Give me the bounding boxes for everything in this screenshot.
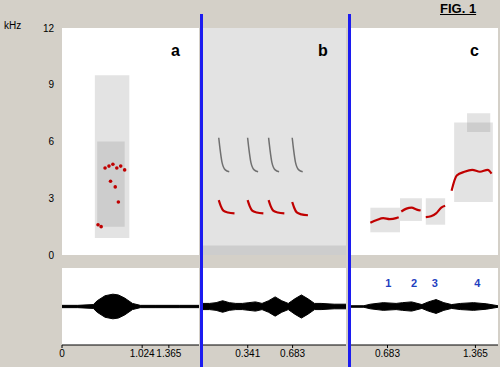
svg-text:3: 3 bbox=[432, 277, 438, 289]
svg-text:0.683: 0.683 bbox=[280, 348, 305, 359]
svg-text:0.341: 0.341 bbox=[235, 348, 260, 359]
svg-text:2: 2 bbox=[411, 277, 417, 289]
svg-text:12: 12 bbox=[43, 23, 55, 34]
svg-text:0.683: 0.683 bbox=[375, 348, 400, 359]
svg-text:3: 3 bbox=[48, 193, 54, 204]
svg-text:9: 9 bbox=[48, 79, 54, 90]
svg-text:6: 6 bbox=[48, 136, 54, 147]
html-text:a: a bbox=[171, 42, 180, 59]
svg-text:0: 0 bbox=[48, 250, 54, 260]
html-text:kHz: kHz bbox=[4, 20, 22, 31]
html-text:FIG. 1: FIG. 1 bbox=[440, 1, 477, 16]
svg-text:0: 0 bbox=[59, 348, 65, 359]
svg-text:1.365: 1.365 bbox=[463, 348, 488, 359]
svg-text:4: 4 bbox=[474, 277, 481, 289]
html-text:c: c bbox=[470, 42, 479, 59]
svg-text:1.024: 1.024 bbox=[130, 348, 155, 359]
svg-text:1: 1 bbox=[385, 277, 391, 289]
html-text:b: b bbox=[318, 42, 328, 59]
svg-text:1.365: 1.365 bbox=[156, 348, 181, 359]
